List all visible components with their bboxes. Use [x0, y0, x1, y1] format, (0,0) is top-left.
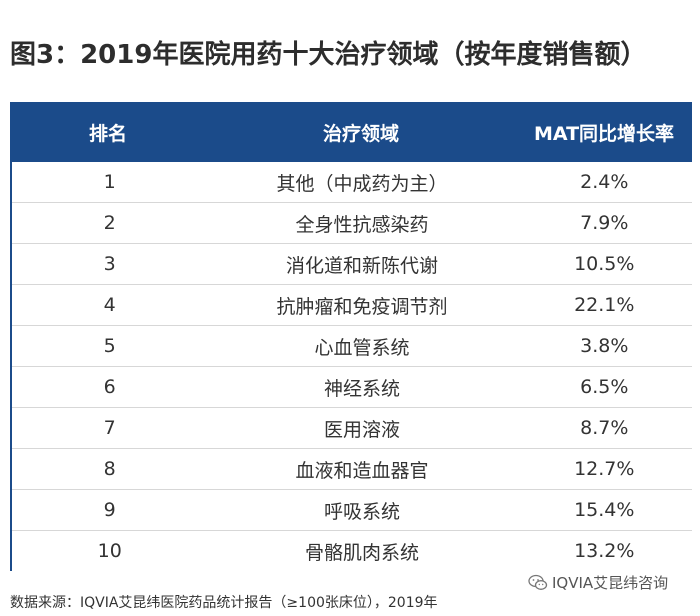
table-body: 1 其他（中成药为主） 2.4% 2 全身性抗感染药 7.9% 3 消化道和新陈… — [10, 162, 692, 571]
cell-growth: 6.5% — [580, 376, 629, 398]
cell-growth: 22.1% — [574, 294, 635, 316]
cell-growth: 13.2% — [574, 540, 635, 562]
cell-area: 医用溶液 — [323, 418, 400, 441]
table-row: 10 骨骼肌肉系统 13.2% — [12, 531, 692, 571]
table-header: 排名 治疗领域 MAT同比增长率 — [10, 102, 692, 162]
cell-growth: 12.7% — [574, 458, 635, 480]
cell-area: 骨骼肌肉系统 — [304, 541, 419, 564]
cell-area: 抗肿瘤和免疫调节剂 — [276, 295, 448, 318]
table-row: 9 呼吸系统 15.4% — [12, 490, 692, 531]
cell-area: 全身性抗感染药 — [295, 213, 429, 236]
cell-rank: 9 — [103, 499, 116, 521]
header-area: 治疗领域 — [322, 122, 399, 145]
therapy-area-table: 排名 治疗领域 MAT同比增长率 1 其他（中成药为主） 2.4% 2 全身性抗… — [10, 102, 692, 571]
cell-growth: 7.9% — [580, 212, 629, 234]
cell-rank: 8 — [103, 458, 116, 480]
table-row: 1 其他（中成药为主） 2.4% — [12, 162, 692, 203]
cell-rank: 5 — [103, 335, 116, 357]
source-note: 数据来源：IQVIA艾昆纬医院药品统计报告（≥100张床位），2019年 — [10, 595, 438, 611]
cell-rank: 7 — [103, 417, 116, 439]
cell-rank: 10 — [97, 540, 122, 562]
cell-area: 血液和造血器官 — [295, 459, 429, 482]
header-rank: 排名 — [88, 122, 127, 145]
wechat-icon — [528, 574, 548, 590]
cell-area: 其他（中成药为主） — [276, 172, 448, 195]
cell-growth: 10.5% — [574, 253, 635, 275]
watermark-text: IQVIA艾昆纬咨询 — [552, 574, 669, 592]
table-row: 8 血液和造血器官 12.7% — [12, 449, 692, 490]
cell-rank: 2 — [103, 212, 116, 234]
header-growth: MAT同比增长率 — [533, 122, 675, 145]
watermark: IQVIA艾昆纬咨询 — [528, 572, 668, 593]
table-row: 5 心血管系统 3.8% — [12, 326, 692, 367]
cell-rank: 1 — [103, 171, 116, 193]
table-row: 7 医用溶液 8.7% — [12, 408, 692, 449]
cell-rank: 3 — [103, 253, 116, 275]
table-row: 4 抗肿瘤和免疫调节剂 22.1% — [12, 285, 692, 326]
cell-growth: 3.8% — [580, 335, 629, 357]
cell-growth: 15.4% — [574, 499, 635, 521]
cell-growth: 2.4% — [580, 171, 629, 193]
cell-rank: 4 — [103, 294, 116, 316]
table-row: 3 消化道和新陈代谢 10.5% — [12, 244, 692, 285]
page-title: 图3：2019年医院用药十大治疗领域（按年度销售额） — [10, 40, 647, 70]
cell-area: 消化道和新陈代谢 — [285, 254, 438, 277]
cell-area: 心血管系统 — [314, 336, 410, 359]
cell-growth: 8.7% — [580, 417, 629, 439]
table-row: 6 神经系统 6.5% — [12, 367, 692, 408]
cell-rank: 6 — [103, 376, 116, 398]
table-row: 2 全身性抗感染药 7.9% — [12, 203, 692, 244]
cell-area: 神经系统 — [323, 377, 400, 400]
cell-area: 呼吸系统 — [323, 500, 400, 523]
